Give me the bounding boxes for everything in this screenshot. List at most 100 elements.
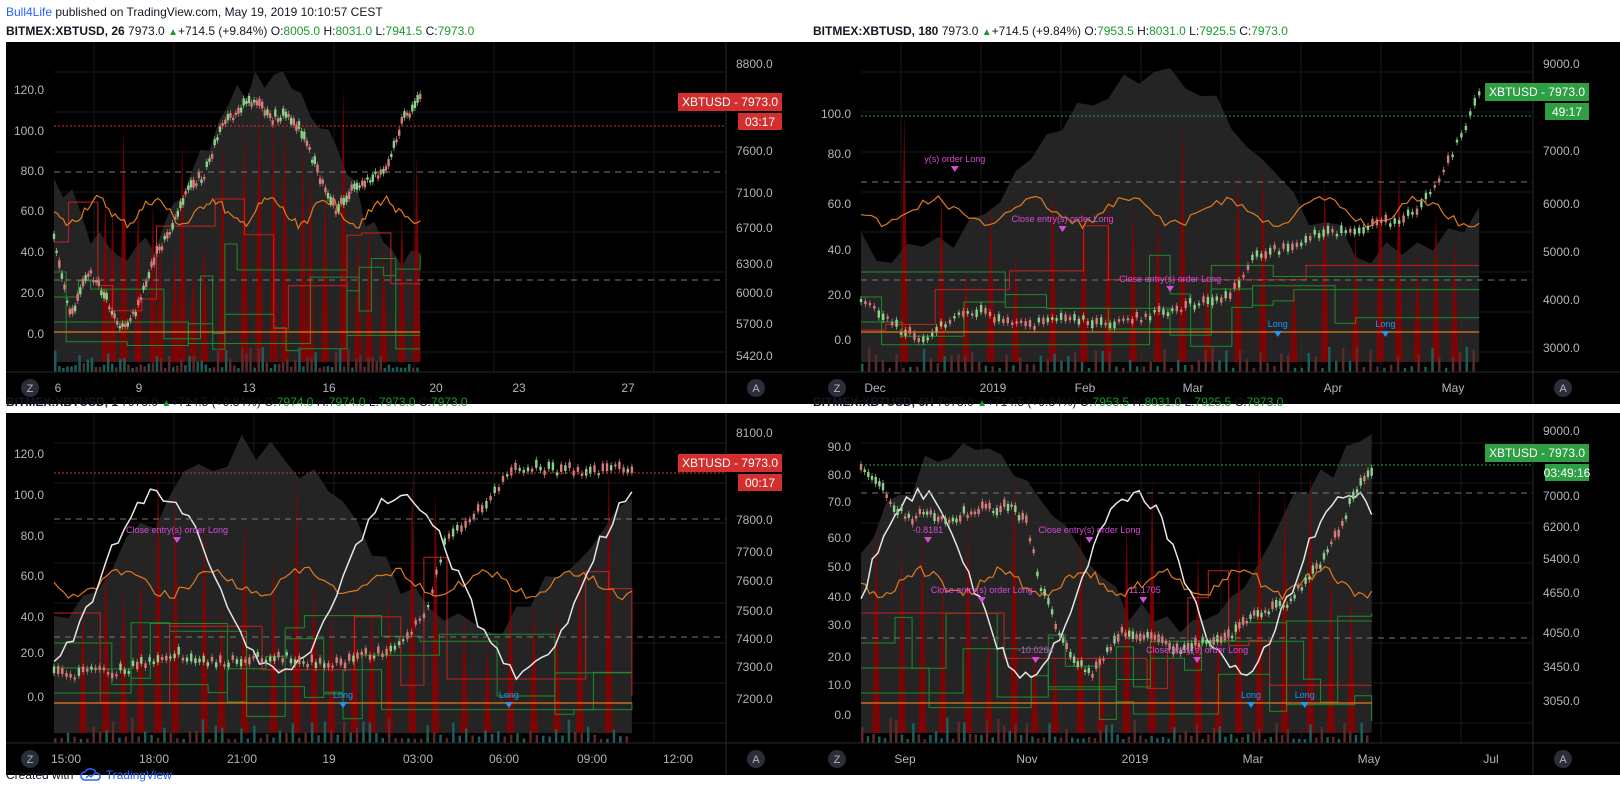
chart-canvas[interactable]: y(s) order Long Close entry(s) order Long… (813, 42, 1620, 404)
candle-body (489, 495, 492, 501)
red-spike (385, 587, 394, 733)
auto-scale-a-button[interactable]: A (747, 750, 765, 768)
candle-body (622, 467, 625, 473)
auto-scale-z-button[interactable]: Z (828, 750, 846, 768)
volume-bar (237, 368, 240, 372)
volume-bar (998, 367, 1001, 372)
tradingview-cloud-icon (79, 768, 101, 781)
volume-bar (143, 731, 147, 743)
candle-body (393, 645, 397, 650)
auto-scale-a-button[interactable]: A (747, 379, 765, 397)
volume-bar (343, 721, 346, 743)
candle-body (911, 519, 914, 525)
candle-body (1068, 316, 1072, 321)
left-axis-label: 120.0 (14, 447, 44, 461)
candle-body (1242, 274, 1245, 278)
candle-body (1128, 630, 1131, 637)
candle-body (1140, 320, 1143, 323)
right-axis-label: 7100.0 (736, 186, 773, 200)
candle-body (1208, 640, 1212, 647)
volume-bar (416, 367, 419, 372)
candle-body (1186, 642, 1190, 651)
candle-body (1065, 643, 1068, 650)
volume-bar (1087, 368, 1091, 372)
auto-scale-z-button[interactable]: Z (828, 379, 846, 397)
volume-bar (1315, 737, 1318, 743)
candle-body (1135, 312, 1138, 318)
volume-bar (977, 361, 981, 372)
price-tag-text: XBTUSD - 7973.0 (682, 95, 778, 109)
volume-bar (150, 734, 153, 743)
volume-bar (304, 732, 307, 743)
candle-body (539, 466, 542, 471)
red-spike (269, 556, 278, 733)
auto-scale-a-button[interactable]: A (1554, 379, 1572, 397)
candle-body (113, 313, 116, 319)
chart-canvas[interactable]: -0.8181 Close entry(s) order Long -10.0264… (813, 413, 1620, 775)
candle-body (368, 654, 372, 660)
chart-svg[interactable]: 120.0 100.0 80.0 60.0 40.0 20.0 0.0 8800.0 7600.… (6, 42, 814, 404)
candle-body (940, 516, 943, 520)
candle-body (277, 651, 280, 658)
price-tag-text: XBTUSD - 7973.0 (682, 456, 778, 470)
candle-body (231, 655, 234, 660)
candle-body (116, 320, 119, 325)
chart-canvas[interactable]: 120.0 100.0 80.0 60.0 40.0 20.0 0.0 8800.0 7600.… (6, 42, 814, 404)
volume-bar (1161, 736, 1165, 743)
candle-body (306, 663, 309, 668)
candle-body (1393, 218, 1396, 224)
candle-body (387, 159, 390, 167)
candle-body (118, 326, 122, 329)
candle-body (944, 517, 947, 524)
red-spike (1129, 204, 1137, 362)
high-label: H: (316, 395, 329, 409)
volume-bar (895, 354, 898, 372)
candle-body (400, 117, 403, 124)
volume-bar (974, 734, 977, 743)
volume-bar (86, 738, 89, 743)
auto-scale-z-button[interactable]: Z (21, 750, 39, 768)
chart-svg[interactable]: y(s) order Long Close entry(s) order Long… (813, 42, 1620, 404)
symbol-label[interactable]: BITMEX:XBTUSD, 6H (813, 395, 934, 409)
volume-bar (404, 367, 407, 372)
auto-scale-z-button[interactable]: Z (21, 379, 39, 397)
candle-body (443, 538, 446, 545)
candle-body (234, 112, 237, 115)
chart-svg[interactable]: -0.8181 Close entry(s) order Long -10.0264… (813, 413, 1620, 775)
volume-bar (82, 363, 85, 372)
volume-bar (412, 367, 415, 372)
chart-canvas[interactable]: Close entry(s) order Long Long Long 120.0 10… (6, 413, 814, 775)
symbol-label[interactable]: BITMEX:XBTUSD, 1 (6, 395, 119, 409)
candle-body (181, 198, 185, 205)
volume-bar (1273, 365, 1276, 372)
volume-bar (1135, 366, 1139, 372)
volume-bar (1093, 738, 1097, 743)
volume-bar (1071, 737, 1074, 743)
author-link[interactable]: Bull4Life (6, 5, 53, 19)
candle-body (593, 465, 596, 472)
volume-bar (888, 367, 891, 372)
candle-body (1194, 638, 1197, 646)
auto-scale-a-button[interactable]: A (1554, 750, 1572, 768)
candle-body (1150, 632, 1153, 640)
candle-body (195, 183, 198, 187)
volume-bars (54, 347, 419, 372)
symbol-label[interactable]: BITMEX:XBTUSD, 26 (6, 24, 125, 38)
candle-body (1349, 228, 1352, 233)
volume-bar (957, 354, 960, 372)
left-axis-label: 40.0 (21, 245, 45, 259)
candles (52, 90, 422, 332)
volume-bar (338, 348, 342, 372)
volume-bar (923, 739, 926, 743)
candle-body (959, 515, 962, 522)
volume-bar (1076, 738, 1080, 743)
symbol-label[interactable]: BITMEX:XBTUSD, 180 (813, 24, 939, 38)
signal-label: Close entry(s) order Long (1038, 525, 1140, 535)
orange-series (53, 566, 633, 601)
tradingview-link[interactable]: TradingView (105, 768, 172, 782)
candle-body (264, 659, 268, 663)
chart-svg[interactable]: Close entry(s) order Long Long Long 120.0 10… (6, 413, 814, 775)
volume-bar (1297, 738, 1301, 743)
candle-body (1087, 667, 1090, 673)
volume-bar (163, 368, 167, 372)
